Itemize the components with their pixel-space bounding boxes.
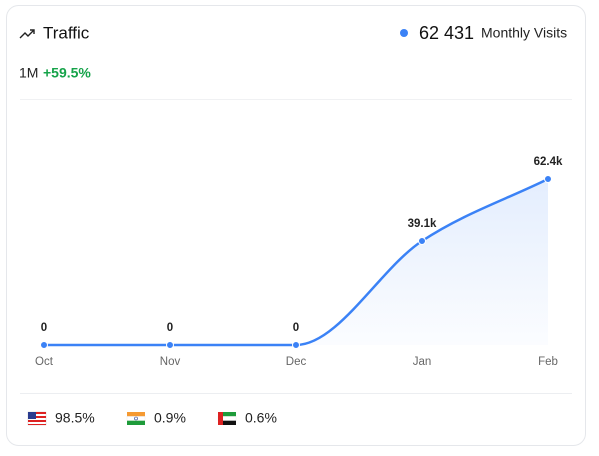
- country-share: 0.6%: [245, 410, 277, 426]
- value-label: 0: [293, 322, 299, 334]
- flag-us: [27, 411, 47, 426]
- area: [44, 179, 548, 345]
- point: [544, 175, 552, 183]
- x-tick-label: Nov: [160, 356, 181, 368]
- period: 1M: [19, 65, 38, 81]
- card-title: Traffic: [43, 23, 90, 42]
- value-label: 39.1k: [408, 218, 437, 230]
- point: [166, 341, 174, 349]
- x-tick-label: Oct: [35, 356, 54, 368]
- x-tick-label: Dec: [286, 356, 307, 368]
- value-label: 0: [167, 322, 173, 334]
- visits-value: 62 431: [419, 23, 474, 43]
- value-label: 0: [41, 322, 47, 334]
- trend-icon-head: [30, 29, 35, 34]
- flag-ae: [217, 412, 237, 425]
- change: +59.5%: [43, 65, 91, 81]
- point: [292, 341, 300, 349]
- visits-label: Monthly Visits: [481, 25, 567, 41]
- country-share: 0.9%: [154, 410, 186, 426]
- country-share: 98.5%: [55, 410, 95, 426]
- x-tick-label: Feb: [538, 356, 558, 368]
- x-tick-label: Jan: [413, 356, 432, 368]
- value-label: 62.4k: [534, 156, 563, 168]
- chart: 0 Oct 0 Nov 0 Dec 39.1k Jan 62.4k Feb: [35, 156, 563, 368]
- flag-in: [126, 412, 146, 425]
- point: [40, 341, 48, 349]
- trend-icon: [19, 29, 35, 39]
- point: [418, 236, 426, 245]
- visits-dot: [400, 29, 408, 37]
